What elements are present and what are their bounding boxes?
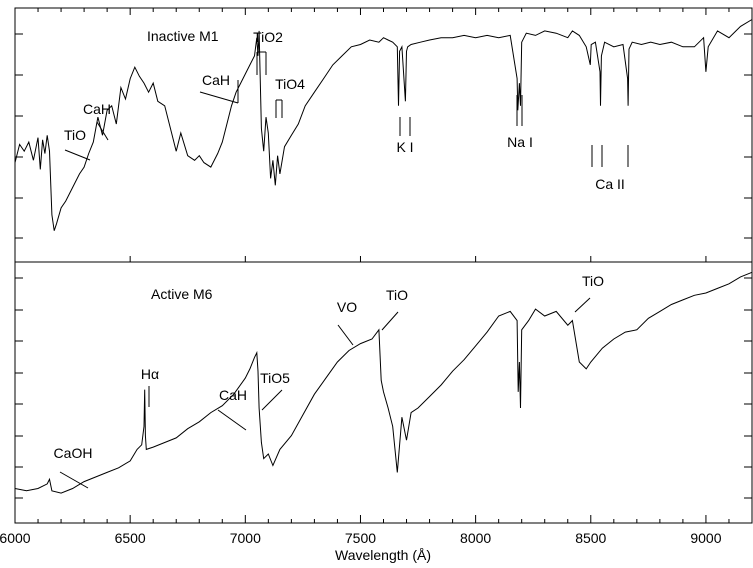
spectra-lines [14,19,753,494]
annotation-marker-bottom-tio-0 [574,297,591,313]
x-tick-label-4: 8000 [460,530,491,546]
annotation-label-top-cah: CaH [202,72,230,88]
spectrum-line-bottom [14,271,753,494]
x-tick-label-2: 7000 [230,530,261,546]
x-tick-label-1: 6500 [115,530,146,546]
annotation-label-bottom-cah: CaH [219,387,247,403]
annotation-marker-bottom-vo-0 [337,324,354,346]
annotation-marker-bottom-caoh-0 [59,471,89,489]
annotation-label-top-tio2: TiO2 [253,29,283,45]
annotation-marker-bottom-cah-0 [217,409,247,431]
x-tick-label-5: 8500 [575,530,606,546]
annotation-marker-bottom-tio-0 [381,311,399,331]
annotation-label-top-ca-ii: Ca II [595,176,625,192]
annotation-label-top-na-i: Na I [507,134,533,150]
annotation-label-top-tio4: TiO4 [275,76,305,92]
x-tick-label-6: 9000 [690,530,721,546]
spectrum-line-top [14,19,753,231]
annotation-label-bottom-vo: VO [337,299,357,315]
annotation-label-bottom-caoh: CaOH [54,445,93,461]
annotation-label-top-k-i: K I [396,139,413,155]
axis-ticks: 6000 6500 7000 7500 8000 8500 9000 [0,8,752,546]
plot-frame [14,7,753,524]
line-annotations: TiO CaH CaH TiO2 TiO4 K I Na I Ca II CaOH Hα CaH Ti… [54,29,629,489]
x-axis-label: Wavelength (Å) [335,547,431,563]
annotation-label-top-cah: CaH [83,101,111,117]
x-tick-label-3: 7500 [345,530,376,546]
annotation-label-bottom-tio: TiO [386,287,408,303]
x-tick-label-0: 6000 [0,530,31,546]
annotation-marker-top-tio-0 [64,149,91,161]
annotation-label-top-tio: TiO [64,127,86,143]
annotation-marker-top-cah-0 [199,91,239,104]
panel-title-top: Inactive M1 [147,28,219,44]
annotation-label-bottom-tio5: TiO5 [260,370,290,386]
annotation-label-bottom-h: Hα [141,366,159,382]
panel-title-bottom: Active M6 [151,286,213,302]
annotation-marker-top-cah-0 [96,121,109,141]
annotation-label-bottom-tio: TiO [582,273,604,289]
annotation-marker-bottom-tio5-0 [261,389,283,411]
